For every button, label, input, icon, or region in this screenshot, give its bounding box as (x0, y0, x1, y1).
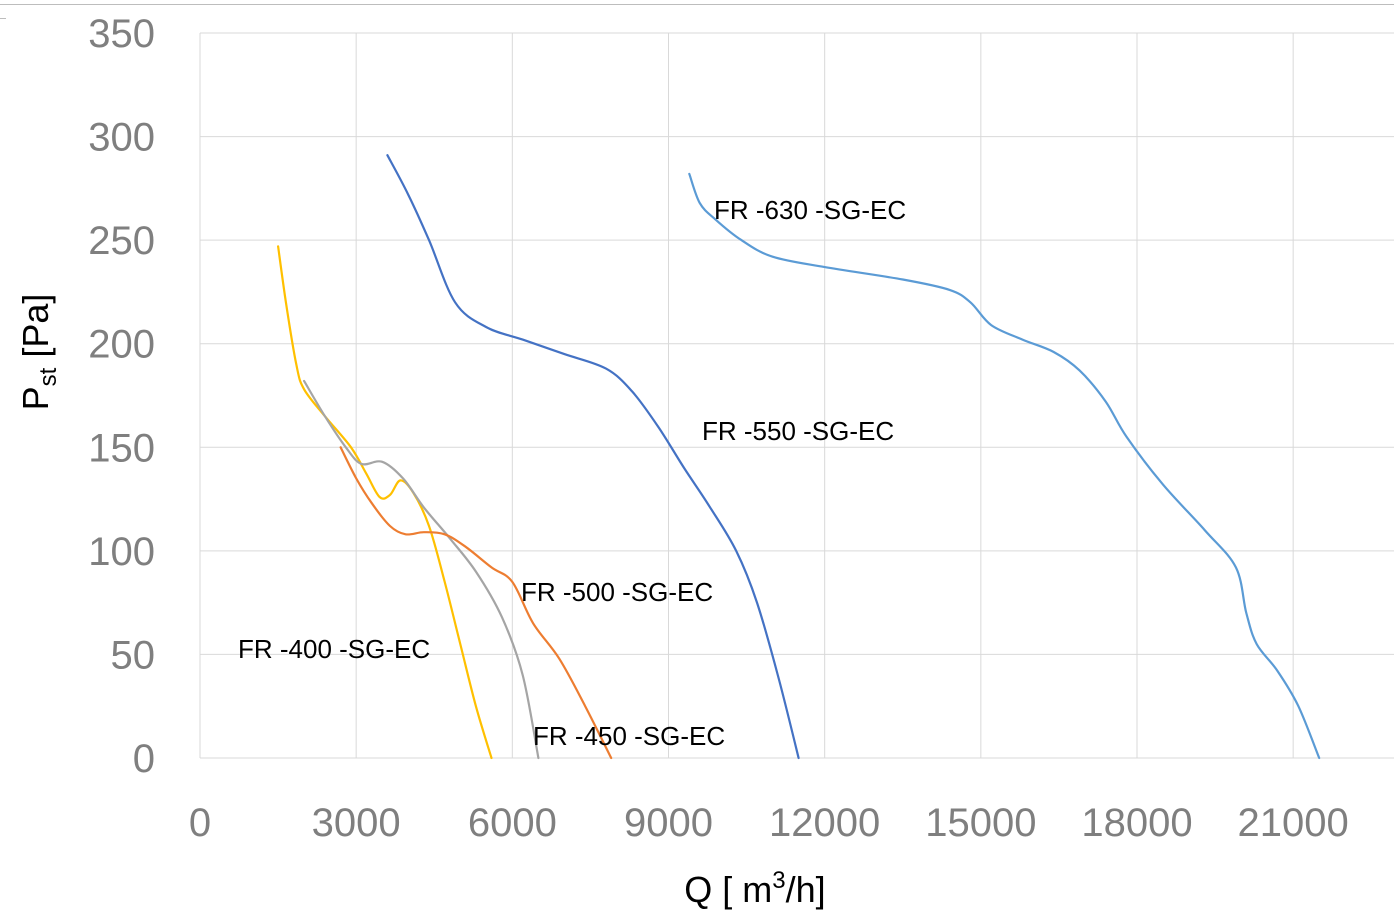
x-axis-ticks: 0 3000 6000 9000 12000 15000 18000 21000 (189, 801, 1349, 845)
y-tick-label: 50 (111, 633, 156, 677)
series-label-fr-630-sg-ec: FR -630 -SG-EC (714, 195, 906, 225)
top-corner-mark (0, 18, 6, 19)
y-tick-label: 250 (88, 219, 155, 263)
y-tick-label: 200 (88, 323, 155, 367)
y-tick-label: 300 (88, 116, 155, 160)
x-tick-label: 3000 (312, 801, 401, 845)
y-tick-label: 150 (88, 426, 155, 470)
grid-lines (199, 32, 1394, 759)
series-label-fr-550-sg-ec: FR -550 -SG-EC (702, 416, 894, 446)
series-label-fr-500-sg-ec: FR -500 -SG-EC (521, 577, 713, 607)
y-tick-label: 0 (133, 737, 155, 781)
series-line-fr-400-sg-ec (277, 245, 493, 760)
x-axis-title: Q [ m3/h] (684, 867, 825, 910)
y-tick-label: 350 (88, 12, 155, 56)
series-line-fr-500-sg-ec (339, 446, 613, 760)
x-tick-label: 0 (189, 801, 211, 845)
x-tick-label: 15000 (925, 801, 1036, 845)
series-label-fr-400-sg-ec: FR -400 -SG-EC (238, 634, 430, 664)
series-lines (277, 154, 1321, 760)
top-border-line (0, 4, 1394, 5)
y-axis-ticks: 0 50 100 150 200 250 300 350 (88, 12, 155, 781)
series-line-fr-450-sg-ec (303, 379, 540, 760)
series-line-fr-550-sg-ec (386, 154, 800, 760)
x-tick-label: 6000 (468, 801, 557, 845)
x-tick-label: 12000 (769, 801, 880, 845)
series-label-fr-450-sg-ec: FR -450 -SG-EC (533, 721, 725, 751)
series-line-fr-630-sg-ec (688, 172, 1321, 760)
x-tick-label: 21000 (1238, 801, 1349, 845)
x-tick-label: 18000 (1081, 801, 1192, 845)
y-axis-title: Pst [Pa] (15, 294, 62, 411)
x-tick-label: 9000 (624, 801, 713, 845)
y-tick-label: 100 (88, 530, 155, 574)
series-labels: FR -400 -SG-EC FR -450 -SG-EC FR -500 -SG-… (238, 195, 906, 751)
